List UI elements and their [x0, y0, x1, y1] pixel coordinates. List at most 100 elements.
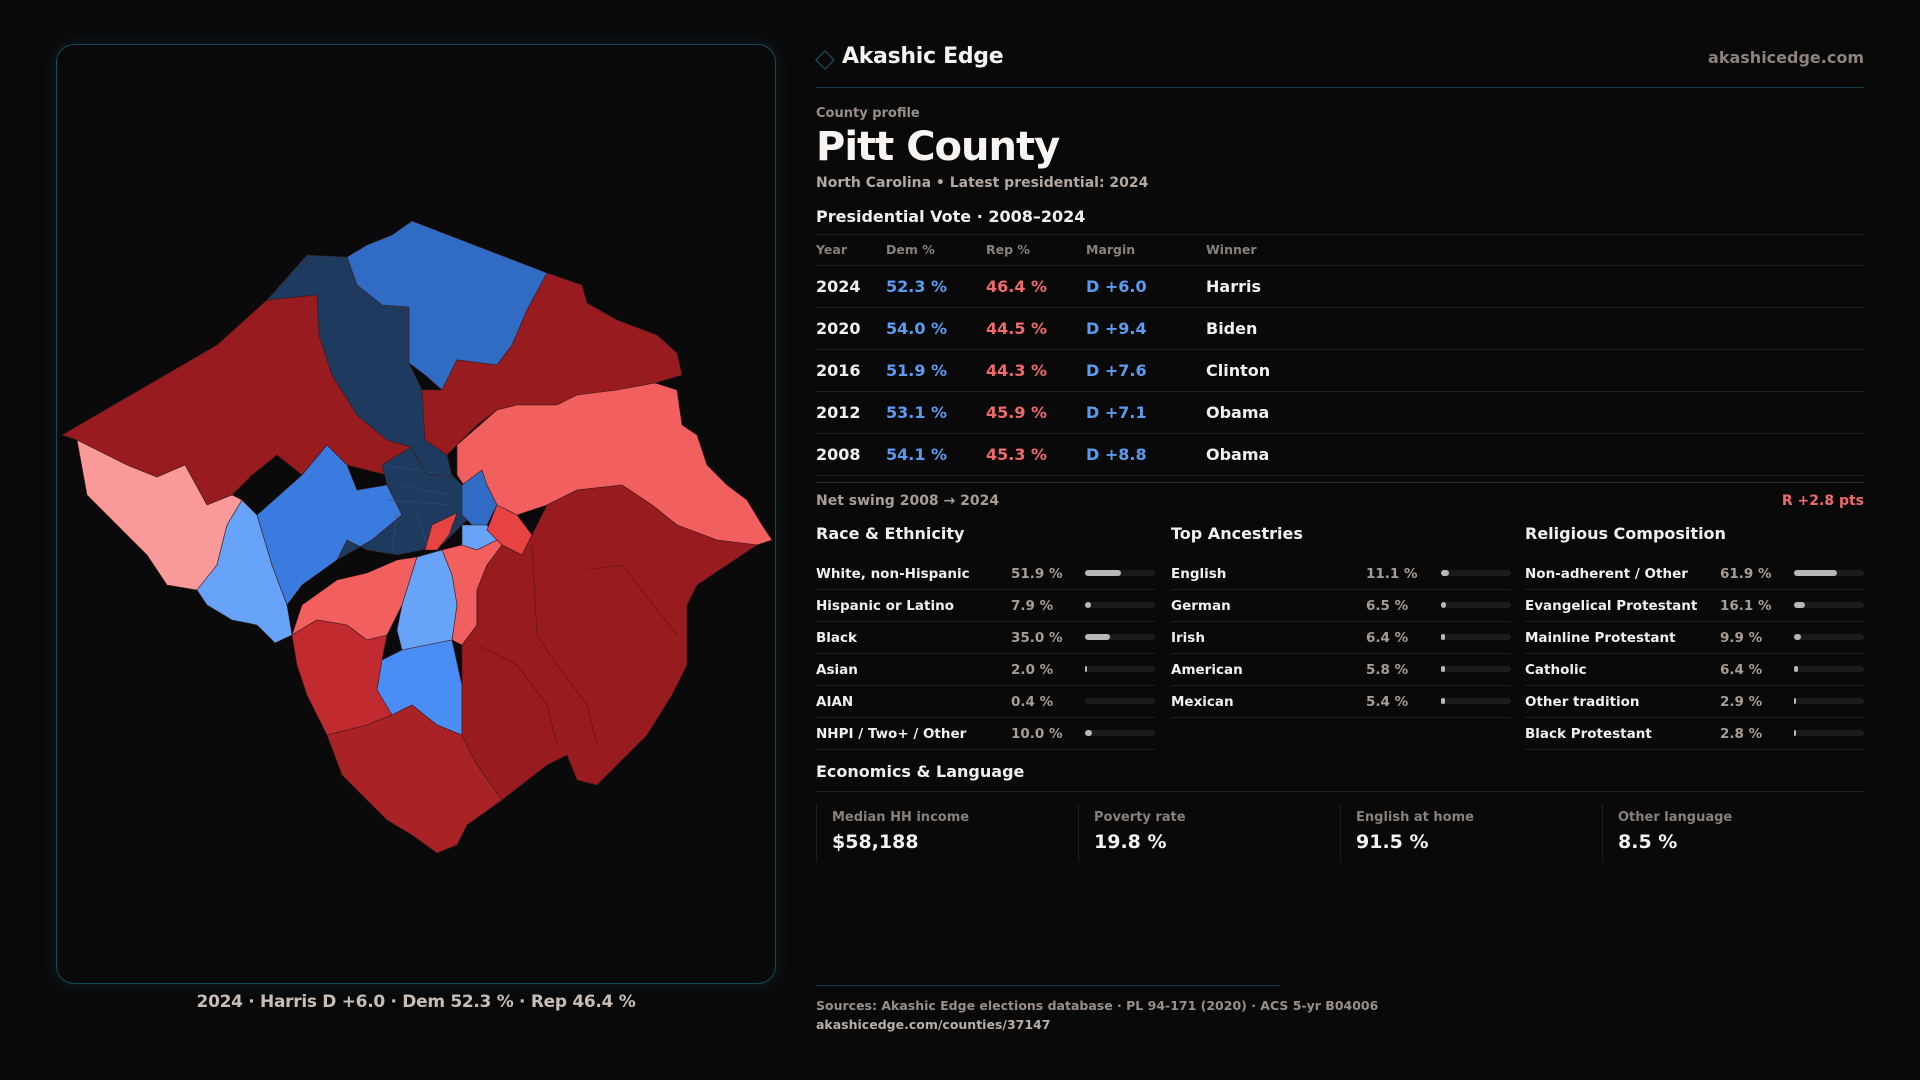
- stat-row-percent: 5.4 %: [1366, 693, 1409, 710]
- stat-row-bar-fill: [1794, 697, 1797, 704]
- stat-label: English at home: [1356, 809, 1474, 825]
- stat-row-bar-fill: [1085, 569, 1122, 576]
- rep-cell: 46.4 %: [986, 265, 1086, 308]
- stat-row-percent: 10.0 %: [1011, 725, 1063, 742]
- stat-row-bar-fill: [1794, 665, 1799, 672]
- presidential-vote-table: Year Dem % Rep % Margin Winner 2024 52.3…: [816, 235, 1864, 476]
- precinct-region[interactable]: [291, 619, 393, 736]
- year-cell: 2020: [816, 307, 886, 350]
- precinct-region[interactable]: [424, 512, 458, 551]
- stat-row-bar-track: [1085, 665, 1155, 672]
- table-row: 2024 52.3 % 46.4 % D +6.0 Harris: [816, 265, 1864, 308]
- stat-row-bar-fill: [1794, 601, 1806, 608]
- rep-cell: 45.9 %: [986, 391, 1086, 434]
- stat-label: Poverty rate: [1094, 809, 1186, 825]
- stat-row-bar-track: [1085, 633, 1155, 640]
- stat-row-percent: 5.8 %: [1366, 661, 1409, 678]
- stat-row-bar-fill: [1794, 633, 1801, 640]
- page-eyebrow: County profile: [816, 106, 920, 121]
- rep-cell: 45.3 %: [986, 433, 1086, 476]
- stat-row-percent: 2.0 %: [1011, 661, 1054, 678]
- stat-row-bar-track: [1441, 569, 1511, 576]
- year-cell: 2008: [816, 433, 886, 476]
- stat-row-percent: 0.4 %: [1011, 693, 1054, 710]
- stat-row-label: White, non-Hispanic: [816, 565, 970, 582]
- stat-row: Non-adherent / Other 61.9 %: [1525, 558, 1864, 590]
- margin-cell: D +9.4: [1086, 307, 1206, 350]
- stat-row-label: Mainline Protestant: [1525, 629, 1676, 646]
- winner-cell: Obama: [1206, 391, 1864, 434]
- precinct-map-panel: [56, 44, 776, 984]
- stat-row-bar-track: [1794, 569, 1864, 576]
- religion-section: Religious Composition Non-adherent / Oth…: [1525, 522, 1864, 750]
- stat-row-label: English: [1171, 565, 1227, 582]
- stat-row-percent: 6.5 %: [1366, 597, 1409, 614]
- table-row: 2020 54.0 % 44.5 % D +9.4 Biden: [816, 307, 1864, 350]
- stat-row-percent: 6.4 %: [1720, 661, 1763, 678]
- precinct-region[interactable]: [461, 469, 498, 526]
- column-header-rep: Rep %: [986, 235, 1086, 266]
- stat-row: English 11.1 %: [1171, 558, 1511, 590]
- precinct-choropleth-map[interactable]: [57, 45, 777, 985]
- stat-row-bar-track: [1085, 569, 1155, 576]
- stat-row: Evangelical Protestant 16.1 %: [1525, 590, 1864, 622]
- stat-row: AIAN 0.4 %: [816, 686, 1155, 718]
- stat-row-percent: 35.0 %: [1011, 629, 1063, 646]
- column-header-margin: Margin: [1086, 235, 1206, 266]
- stat-label: Other language: [1618, 809, 1733, 825]
- stat-row-label: Non-adherent / Other: [1525, 565, 1688, 582]
- year-cell: 2024: [816, 265, 886, 308]
- stat-row: Black Protestant 2.8 %: [1525, 718, 1864, 750]
- stat-row-percent: 2.8 %: [1720, 725, 1763, 742]
- stat-row-bar-track: [1794, 697, 1864, 704]
- brand-header: Akashic Edge akashicedge.com: [815, 40, 1864, 88]
- stat-row-bar-track: [1794, 633, 1864, 640]
- brand-name[interactable]: Akashic Edge: [842, 44, 1004, 69]
- stat-row-percent: 11.1 %: [1366, 565, 1418, 582]
- footer-permalink[interactable]: akashicedge.com/counties/37147: [816, 1017, 1051, 1032]
- table-header-row: Year Dem % Rep % Margin Winner: [816, 235, 1864, 266]
- precinct-region[interactable]: [461, 484, 758, 801]
- stat-row-label: Catholic: [1525, 661, 1587, 678]
- profile-panel: Akashic Edge akashicedge.com County prof…: [815, 40, 1864, 862]
- stat-row-bar-track: [1794, 729, 1864, 736]
- stat-row-bar-fill: [1441, 665, 1446, 672]
- stat-card-poverty-rate: Poverty rate 19.8 %: [1078, 803, 1340, 862]
- stat-row-percent: 2.9 %: [1720, 693, 1763, 710]
- stat-row-label: Black Protestant: [1525, 725, 1652, 742]
- stat-row: Black 35.0 %: [816, 622, 1155, 654]
- table-row: 2016 51.9 % 44.3 % D +7.6 Clinton: [816, 349, 1864, 392]
- stat-row-bar-fill: [1085, 665, 1087, 672]
- margin-cell: D +7.1: [1086, 391, 1206, 434]
- column-header-year: Year: [816, 235, 886, 266]
- footer-sources: Sources: Akashic Edge elections database…: [816, 998, 1379, 1013]
- stat-row-bar-fill: [1085, 729, 1092, 736]
- stat-row-percent: 61.9 %: [1720, 565, 1772, 582]
- margin-cell: D +6.0: [1086, 265, 1206, 308]
- dem-cell: 53.1 %: [886, 391, 986, 434]
- dem-cell: 54.1 %: [886, 433, 986, 476]
- ancestry-section: Top Ancestries English 11.1 % German 6.5 % I…: [1171, 522, 1511, 718]
- stat-card-median-income: Median HH income $58,188: [816, 803, 1078, 862]
- map-caption: 2024 · Harris D +6.0 · Dem 52.3 % · Rep …: [196, 992, 636, 1012]
- precinct-region[interactable]: [326, 704, 503, 854]
- stat-card-other-language: Other language 8.5 %: [1602, 803, 1864, 862]
- stat-row: White, non-Hispanic 51.9 %: [816, 558, 1155, 590]
- stat-row: NHPI / Two+ / Other 10.0 %: [816, 718, 1155, 750]
- stat-row-percent: 9.9 %: [1720, 629, 1763, 646]
- stat-value: 19.8 %: [1094, 830, 1167, 853]
- table-row: 2008 54.1 % 45.3 % D +8.8 Obama: [816, 433, 1864, 476]
- stat-row: Mexican 5.4 %: [1171, 686, 1511, 718]
- stat-row: Hispanic or Latino 7.9 %: [816, 590, 1155, 622]
- winner-cell: Harris: [1206, 265, 1864, 308]
- stat-row-bar-track: [1441, 665, 1511, 672]
- stat-row-bar-fill: [1794, 729, 1796, 736]
- precinct-boundary: [476, 544, 678, 746]
- table-row: 2012 53.1 % 45.9 % D +7.1 Obama: [816, 391, 1864, 434]
- margin-cell: D +7.6: [1086, 349, 1206, 392]
- stat-label: Median HH income: [832, 809, 970, 825]
- brand-url-link[interactable]: akashicedge.com: [1708, 48, 1864, 67]
- demographics-grid: Race & Ethnicity White, non-Hispanic 51.9…: [816, 522, 1864, 762]
- economics-section-title: Economics & Language: [816, 762, 1864, 792]
- stat-row-bar-fill: [1085, 601, 1091, 608]
